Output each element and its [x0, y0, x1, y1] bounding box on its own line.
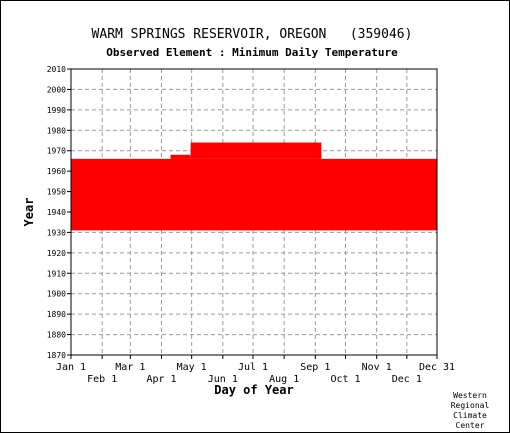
y-tick-label: 1890: [47, 310, 66, 319]
y-tick-label: 1960: [47, 167, 66, 176]
y-tick-label: 2010: [47, 65, 66, 74]
x-axis: Jan 1 Mar 1 May 1 Jul 1 Sep 1 Nov 1 Dec 31 Feb …: [56, 355, 455, 385]
data-band: [190, 142, 322, 159]
credit-line: Center: [455, 421, 485, 430]
y-tick-label: 1900: [47, 290, 66, 299]
data-layer: [71, 142, 437, 231]
data-band: [71, 158, 437, 231]
x-tick-label: May 1: [177, 362, 207, 373]
y-tick-label: 1990: [47, 106, 66, 115]
y-axis-label: Year: [22, 198, 36, 227]
y-tick-label: 1980: [47, 126, 66, 135]
y-tick-label: 1870: [47, 351, 66, 360]
data-band: [170, 154, 191, 159]
x-tick-label: Oct 1: [330, 374, 360, 385]
x-tick-label: Jun 1: [208, 374, 238, 385]
chart-subtitle: Observed Element : Minimum Daily Tempera…: [106, 46, 398, 59]
y-tick-label: 1880: [47, 331, 66, 340]
y-tick-label: 2000: [47, 85, 66, 94]
x-axis-label: Day of Year: [214, 383, 293, 397]
y-axis: 1870 1880 1890 1900 1910 1920 1930 1940 1950 1960…: [47, 65, 71, 360]
x-tick-label: Sep 1: [300, 362, 330, 373]
x-tick-label: Jan 1: [56, 362, 86, 373]
credit-line: Regional: [450, 401, 490, 410]
y-tick-label: 1910: [47, 269, 66, 278]
y-tick-label: 1940: [47, 208, 66, 217]
x-tick-label: Mar 1: [115, 362, 145, 373]
x-tick-label: Dec 31: [419, 362, 455, 373]
credit-line: Climate: [453, 411, 487, 420]
y-tick-label: 1920: [47, 249, 66, 258]
credit-line: Western: [453, 391, 487, 400]
credit-block: Western Regional Climate Center: [445, 391, 495, 431]
y-tick-label: 1930: [47, 228, 66, 237]
y-tick-label: 1970: [47, 147, 66, 156]
x-tick-label: Dec 1: [392, 374, 422, 385]
chart-title: WARM SPRINGS RESERVOIR, OREGON (359046): [92, 27, 413, 42]
x-tick-label: Apr 1: [146, 374, 176, 385]
x-tick-label: Feb 1: [87, 374, 117, 385]
x-tick-label: Jul 1: [238, 362, 268, 373]
x-tick-label: Nov 1: [362, 362, 392, 373]
y-tick-label: 1950: [47, 188, 66, 197]
x-tick-label: Aug 1: [269, 374, 299, 385]
